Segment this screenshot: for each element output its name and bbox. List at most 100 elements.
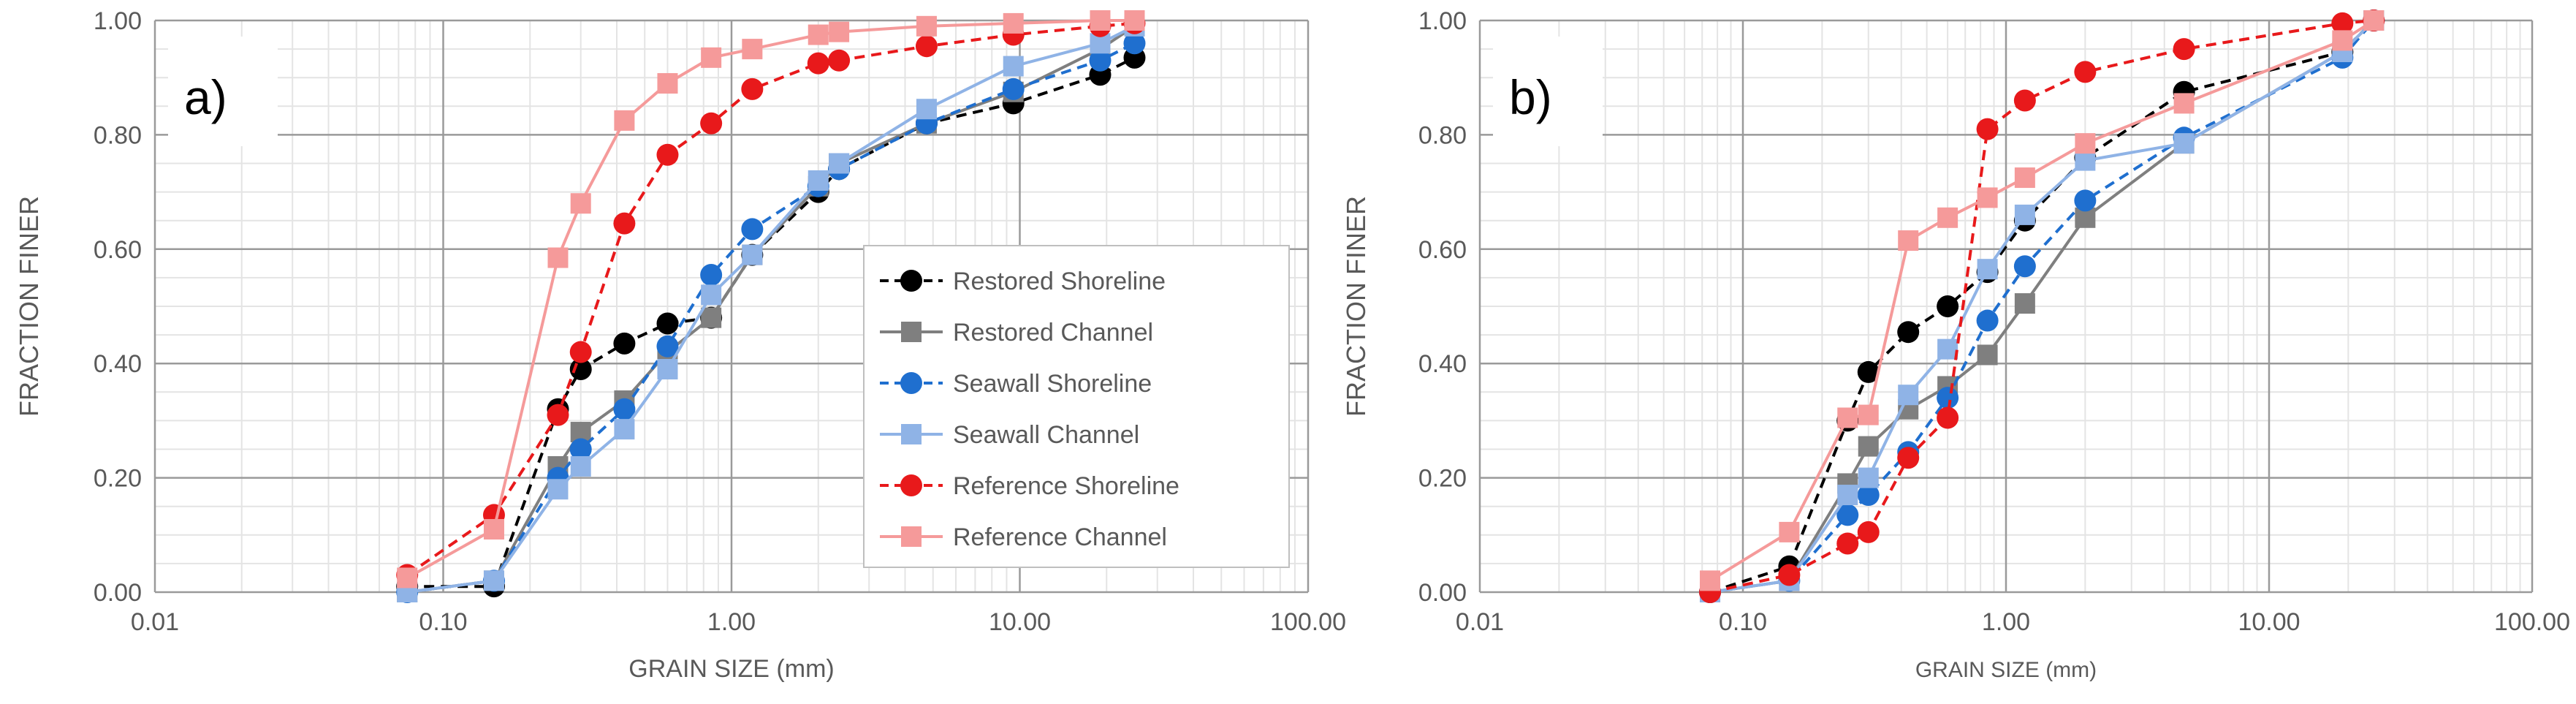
data-point: [700, 112, 723, 135]
data-point: [1123, 32, 1146, 55]
data-point: [1700, 570, 1721, 591]
y-tick-label: 0.40: [94, 350, 142, 378]
data-point: [1836, 532, 1859, 555]
x-tick-label: 1.00: [707, 608, 756, 636]
data-point: [1977, 259, 1998, 280]
data-point: [1779, 521, 1800, 542]
data-point: [1003, 56, 1024, 77]
data-point: [741, 77, 764, 100]
data-point: [570, 193, 591, 214]
data-point: [1858, 436, 1879, 457]
data-point: [2074, 61, 2097, 83]
legend-label: Reference Channel: [953, 523, 1167, 551]
x-tick-label: 0.10: [1719, 608, 1767, 636]
legend-label: Seawall Channel: [953, 421, 1139, 449]
data-point: [1937, 338, 1958, 360]
data-point: [2014, 204, 2035, 225]
data-point: [742, 244, 763, 265]
data-point: [1857, 484, 1880, 507]
legend-entry: Reference Channel: [880, 523, 1167, 551]
panel-label-bg: [1493, 37, 1603, 146]
legend-marker: [900, 474, 922, 496]
y-tick-label: 0.60: [94, 236, 142, 264]
x-tick-label: 100.00: [1270, 608, 1346, 636]
y-tick-label: 0.80: [94, 121, 142, 149]
panel-label: a): [168, 37, 278, 146]
y-tick-label: 0.40: [1418, 350, 1467, 378]
series-line: [406, 42, 1136, 594]
series-line: [1709, 19, 2374, 594]
data-point: [547, 479, 569, 500]
data-point: [2075, 133, 2096, 154]
x-tick-label: 10.00: [2238, 608, 2300, 636]
data-point: [915, 35, 938, 58]
data-point: [2014, 167, 2035, 189]
legend-entry: Seawall Channel: [880, 421, 1139, 449]
data-point: [614, 419, 635, 440]
y-tick-label: 0.00: [1418, 579, 1467, 607]
data-point: [1977, 344, 1998, 366]
legend-entry: Seawall Shoreline: [880, 370, 1152, 398]
data-point: [1003, 12, 1024, 34]
x-axis-title: GRAIN SIZE (mm): [628, 655, 834, 683]
x-tick-label: 0.01: [1456, 608, 1504, 636]
data-point: [2013, 255, 2036, 278]
series-line: [1709, 19, 2375, 594]
data-point: [613, 398, 636, 420]
data-point: [1897, 447, 1920, 469]
data-point: [2074, 189, 2097, 212]
data-point: [1976, 118, 1999, 140]
data-point: [1976, 309, 1999, 332]
data-point: [570, 455, 591, 477]
data-point: [656, 335, 679, 357]
data-point: [1898, 385, 1919, 406]
data-point: [1857, 521, 1880, 543]
x-tick-label: 0.01: [131, 608, 179, 636]
data-point: [2332, 30, 2353, 51]
series-line: [407, 56, 1136, 588]
data-point: [614, 110, 635, 131]
data-point: [1778, 564, 1801, 586]
chart-panel-b: b) 0.00 0.20 0.40 0.60 0.80 1.00 0.01 0.10 1.00 10…: [1341, 7, 2570, 682]
y-tick-label: 0.20: [1418, 465, 1467, 493]
data-point: [1002, 77, 1025, 100]
y-tick-label: 0.20: [94, 465, 142, 493]
panel-label-text: a): [184, 70, 227, 124]
data-point: [1898, 230, 1919, 251]
data-point: [2173, 38, 2195, 61]
legend-label: Reference Shoreline: [953, 472, 1179, 500]
data-point: [829, 153, 850, 174]
data-point: [916, 99, 937, 120]
data-point: [808, 170, 829, 191]
data-point: [700, 263, 723, 286]
series-line: [1709, 19, 2375, 583]
legend-entry: Reference Shoreline: [880, 472, 1179, 500]
data-point: [613, 212, 636, 235]
data-point: [657, 73, 678, 94]
series-seawall-channel: [397, 15, 1145, 602]
legend-marker: [901, 424, 922, 444]
x-tick-label: 10.00: [989, 608, 1051, 636]
data-point: [701, 284, 722, 306]
data-point: [547, 404, 569, 426]
data-point: [1937, 387, 1959, 409]
legend-label: Seawall Shoreline: [953, 370, 1152, 398]
data-point: [483, 570, 504, 591]
x-tick-label: 100.00: [2494, 608, 2570, 636]
series-line: [1709, 19, 2375, 594]
series-reference-channel: [1700, 10, 2385, 591]
legend: Restored Shoreline Restored Channel Seawal…: [863, 245, 1290, 568]
data-point: [656, 143, 679, 166]
data-point: [2173, 133, 2195, 154]
panel-label-bg: [168, 37, 278, 146]
data-point: [807, 52, 829, 75]
legend-box: [863, 245, 1290, 568]
data-point: [916, 15, 937, 37]
data-point: [1089, 49, 1112, 72]
data-point: [1897, 321, 1920, 344]
data-point: [2173, 93, 2195, 114]
panel-label: b): [1493, 37, 1603, 146]
data-point: [657, 359, 678, 380]
legend-marker: [900, 372, 922, 394]
